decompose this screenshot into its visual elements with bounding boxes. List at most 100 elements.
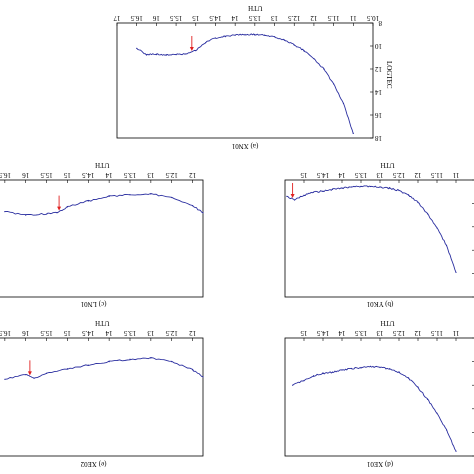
data-point <box>341 369 343 371</box>
data-point <box>293 44 295 46</box>
plot-frame <box>284 337 474 457</box>
x-tick-label: 14 <box>105 329 113 337</box>
data-point <box>398 371 400 373</box>
data-point <box>417 386 419 389</box>
data-point <box>322 372 324 374</box>
data-point <box>292 384 294 386</box>
x-tick-label: 13.5 <box>354 171 367 179</box>
data-point <box>331 188 334 190</box>
plot-frame <box>116 22 374 139</box>
panel-caption: (b) YK01 <box>366 300 393 308</box>
data-point <box>417 201 419 203</box>
x-tick-label: 16.5 <box>0 171 11 179</box>
x-tick-label: 13.5 <box>123 329 136 337</box>
x-tick-label: 15 <box>192 14 200 22</box>
x-tick-label: 12.5 <box>288 14 301 22</box>
event-arrow-head <box>290 194 295 199</box>
data-point <box>4 210 6 213</box>
data-point <box>150 357 152 359</box>
x-tick-label: 14.5 <box>316 171 329 179</box>
data-point <box>455 271 457 274</box>
data-point <box>445 429 448 431</box>
plot-frame <box>284 179 474 298</box>
data-point <box>436 412 438 415</box>
x-axis-label: UTH <box>95 161 109 169</box>
data-point <box>388 368 391 370</box>
y-axis-label: LOGTEC <box>385 61 393 89</box>
data-point <box>87 200 89 202</box>
x-tick-label: 15 <box>300 329 308 337</box>
x-tick-label: 11 <box>349 14 356 22</box>
x-tick-label: 16.5 <box>0 329 11 337</box>
panel-caption: (e) XE02 <box>80 460 106 468</box>
x-tick-label: 13.5 <box>248 14 261 22</box>
x-tick-label: 14 <box>105 171 113 179</box>
x-tick-label: 12 <box>189 329 197 337</box>
x-tick-label: 13 <box>147 329 155 337</box>
data-point <box>369 365 372 367</box>
data-point <box>66 368 69 370</box>
data-point <box>171 361 173 363</box>
panel-caption: (c) LN01 <box>80 300 106 308</box>
data-point <box>195 50 197 52</box>
data-point <box>205 41 207 44</box>
series-line <box>292 365 457 452</box>
x-tick-label: 14.5 <box>82 329 95 337</box>
x-tick-label: 12 <box>414 329 422 337</box>
data-point <box>264 34 266 36</box>
x-axis-label: UTH <box>380 161 394 169</box>
x-tick-label: 12.5 <box>165 329 178 337</box>
x-tick-label: 13 <box>271 14 279 22</box>
event-arrow-head <box>189 46 194 51</box>
x-tick-label: 14.5 <box>82 171 95 179</box>
data-point <box>108 195 110 197</box>
data-point <box>323 68 325 70</box>
data-point <box>202 376 204 378</box>
data-point <box>129 194 131 196</box>
data-point <box>342 102 345 105</box>
data-point <box>379 366 381 369</box>
series-line <box>4 193 204 216</box>
data-point <box>150 193 152 195</box>
panel-3: 12 12.5 13 13.5 14 14.5 15 15.5 16 16.5 UTH (e) XE0… <box>0 319 204 468</box>
data-point <box>165 54 167 56</box>
panel-1: 12 12.5 13 13.5 14 14.5 15 15.5 16 16.5 UTH (c) LN0… <box>0 161 204 308</box>
x-tick-label: 11.5 <box>327 14 339 22</box>
data-point <box>445 244 448 247</box>
data-point <box>312 375 315 377</box>
panel-caption: (a) XN01 <box>231 142 258 150</box>
data-point <box>185 53 187 55</box>
data-point <box>333 83 335 85</box>
x-tick-label: 15.5 <box>169 14 182 22</box>
data-point <box>350 368 353 370</box>
data-point <box>407 194 410 196</box>
data-point <box>244 33 246 36</box>
x-axis-label: UTH <box>380 319 394 327</box>
data-point <box>283 39 285 41</box>
data-point <box>388 187 391 189</box>
data-point <box>87 364 89 366</box>
series-line <box>4 357 204 380</box>
data-point <box>155 53 157 55</box>
data-point <box>171 196 173 199</box>
plot-frame <box>0 337 204 457</box>
data-point <box>331 371 334 373</box>
x-tick-label: 15.5 <box>40 329 53 337</box>
x-tick-label: 13 <box>376 171 384 179</box>
data-point <box>129 358 131 360</box>
data-point <box>224 35 226 37</box>
x-tick-label: 14.5 <box>209 14 222 22</box>
panel-2: 1111.51212.51313.51414.515UTH81012141618… <box>284 161 474 308</box>
data-point <box>273 36 276 38</box>
y-tick-label: 16 <box>375 111 383 119</box>
data-point <box>322 190 324 192</box>
x-tick-label: 12 <box>310 14 318 22</box>
event-arrow-head <box>57 206 62 211</box>
x-tick-label: 16 <box>22 329 30 337</box>
y-tick-label: 12 <box>375 65 383 73</box>
x-tick-label: 12.5 <box>392 171 405 179</box>
x-tick-label: 14 <box>231 14 239 22</box>
x-tick-label: 16 <box>22 171 30 179</box>
data-point <box>352 132 354 134</box>
x-tick-label: 17 <box>113 14 121 22</box>
